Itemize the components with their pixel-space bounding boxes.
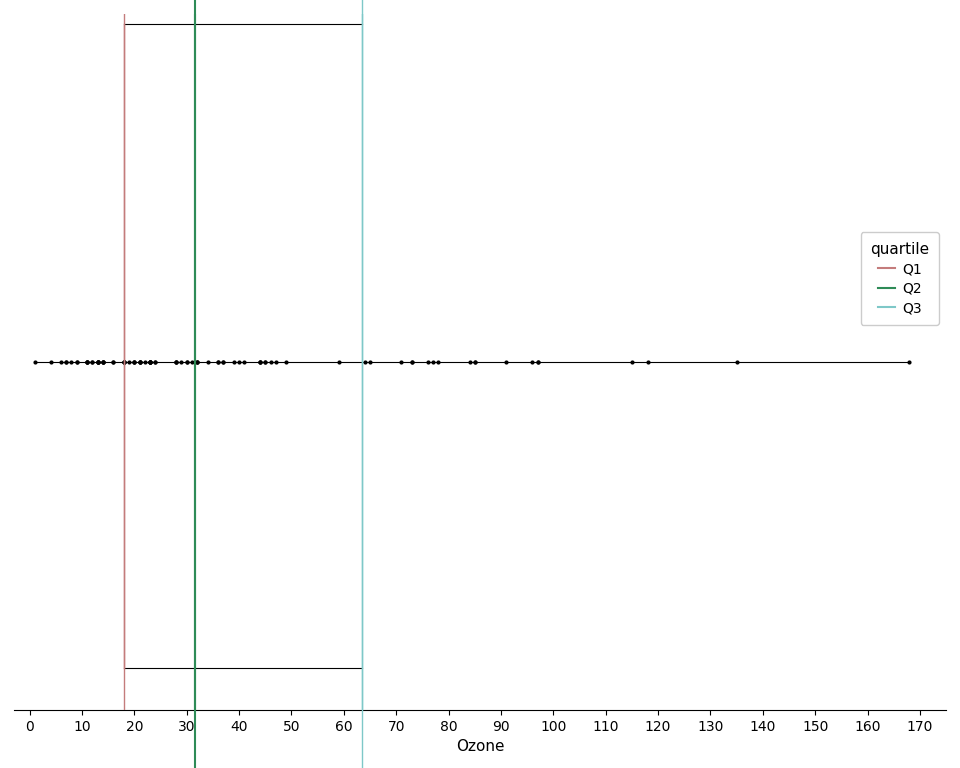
Point: [63, 356, 79, 368]
Point: [169, 356, 184, 368]
Point: [425, 356, 441, 368]
Point: [216, 356, 231, 368]
Point: [729, 356, 744, 368]
Point: [95, 356, 110, 368]
Point: [394, 356, 409, 368]
Point: [132, 356, 147, 368]
Point: [252, 356, 268, 368]
Point: [268, 356, 283, 368]
Point: [59, 356, 74, 368]
Point: [127, 356, 142, 368]
Point: [148, 356, 163, 368]
Point: [525, 356, 540, 368]
Point: [132, 356, 147, 368]
Point: [169, 356, 184, 368]
Point: [116, 356, 132, 368]
Point: [362, 356, 377, 368]
Point: [132, 356, 147, 368]
Point: [116, 356, 132, 368]
Point: [90, 356, 106, 368]
X-axis label: Ozone: Ozone: [456, 739, 504, 754]
Point: [95, 356, 110, 368]
Point: [127, 356, 142, 368]
Point: [80, 356, 95, 368]
Point: [210, 356, 226, 368]
Point: [132, 356, 147, 368]
Point: [210, 356, 226, 368]
Point: [69, 356, 84, 368]
Point: [200, 356, 215, 368]
Point: [116, 356, 132, 368]
Point: [189, 356, 204, 368]
Point: [216, 356, 231, 368]
Point: [227, 356, 242, 368]
Point: [252, 356, 268, 368]
Point: [430, 356, 445, 368]
Point: [640, 356, 656, 368]
Point: [179, 356, 194, 368]
Point: [84, 356, 100, 368]
Point: [404, 356, 420, 368]
Point: [530, 356, 545, 368]
Point: [142, 356, 157, 368]
Point: [331, 356, 347, 368]
Point: [54, 356, 69, 368]
Point: [530, 356, 545, 368]
Point: [69, 356, 84, 368]
Legend: Q1, Q2, Q3: Q1, Q2, Q3: [860, 232, 939, 325]
Point: [468, 356, 483, 368]
Point: [624, 356, 639, 368]
Point: [189, 356, 204, 368]
Point: [231, 356, 247, 368]
Point: [404, 356, 420, 368]
Point: [189, 356, 204, 368]
Point: [357, 356, 372, 368]
Point: [137, 356, 153, 368]
Point: [148, 356, 163, 368]
Point: [142, 356, 157, 368]
Point: [468, 356, 483, 368]
Point: [43, 356, 59, 368]
Point: [462, 356, 477, 368]
Point: [174, 356, 189, 368]
Point: [257, 356, 273, 368]
Point: [179, 356, 194, 368]
Point: [237, 356, 252, 368]
Point: [80, 356, 95, 368]
Point: [142, 356, 157, 368]
Point: [901, 356, 917, 368]
Point: [80, 356, 95, 368]
Point: [420, 356, 435, 368]
Point: [90, 356, 106, 368]
Point: [59, 356, 74, 368]
Point: [257, 356, 273, 368]
Point: [84, 356, 100, 368]
Point: [27, 356, 42, 368]
Point: [95, 356, 110, 368]
Point: [142, 356, 157, 368]
Point: [127, 356, 142, 368]
Point: [80, 356, 95, 368]
Point: [116, 356, 132, 368]
Point: [142, 356, 157, 368]
Point: [142, 356, 157, 368]
Point: [498, 356, 514, 368]
Point: [90, 356, 106, 368]
Point: [121, 356, 136, 368]
Point: [184, 356, 200, 368]
Point: [90, 356, 106, 368]
Point: [106, 356, 121, 368]
Point: [263, 356, 278, 368]
Point: [95, 356, 110, 368]
Point: [106, 356, 121, 368]
Point: [278, 356, 294, 368]
Point: [169, 356, 184, 368]
Point: [90, 356, 106, 368]
Point: [252, 356, 268, 368]
